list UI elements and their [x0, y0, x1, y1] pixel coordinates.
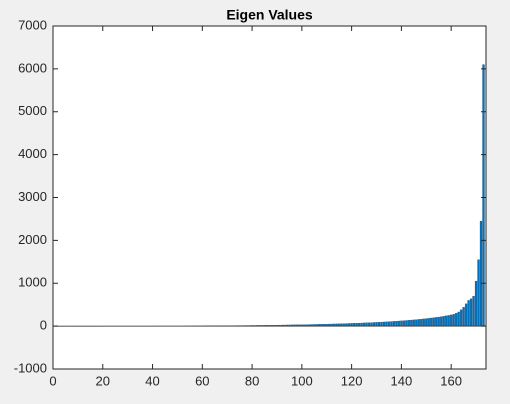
y-tick-label: 7000: [18, 17, 47, 32]
y-tick-label: 2000: [18, 232, 47, 247]
y-tick-label: 0: [40, 318, 47, 333]
bar: [407, 320, 411, 327]
bar: [377, 322, 381, 327]
bar: [467, 300, 470, 327]
y-tick-label: 4000: [18, 146, 47, 161]
plot-area: [53, 26, 486, 369]
bar: [445, 315, 448, 327]
chart-title: Eigen Values: [226, 7, 313, 23]
bar: [380, 321, 383, 327]
bar: [352, 323, 356, 327]
bar: [472, 295, 475, 327]
bar: [365, 322, 368, 327]
bar: [454, 313, 458, 327]
bar: [427, 318, 430, 327]
y-tick-label: -1000: [14, 360, 47, 375]
bar: [479, 220, 483, 327]
axes-box: [52, 25, 487, 370]
bar: [459, 309, 463, 327]
bar: [402, 320, 406, 327]
bar: [442, 316, 445, 327]
x-tick-label: 60: [195, 373, 209, 388]
bar: [392, 321, 396, 327]
bar: [390, 321, 393, 327]
bar: [437, 316, 440, 327]
bar: [357, 322, 361, 327]
x-tick-label: 160: [440, 373, 462, 388]
x-tick-label: 40: [145, 373, 159, 388]
bar: [462, 307, 465, 327]
bar: [355, 323, 358, 327]
x-tick-label: 100: [291, 373, 313, 388]
y-tick-label: 3000: [18, 189, 47, 204]
bar: [412, 319, 415, 327]
bar: [415, 319, 418, 327]
bar: [370, 322, 373, 327]
bar: [447, 315, 450, 327]
bar: [350, 323, 353, 327]
bar: [420, 318, 423, 327]
bar: [450, 314, 453, 327]
bar: [382, 321, 386, 327]
y-tick-label: 1000: [18, 275, 47, 290]
bar: [477, 259, 480, 327]
bar: [375, 322, 378, 327]
x-tick-label: 140: [391, 373, 413, 388]
bar: [367, 322, 371, 327]
bar: [360, 322, 363, 327]
y-tick-label: 5000: [18, 103, 47, 118]
bar: [435, 317, 438, 327]
bar: [362, 322, 366, 327]
bar: [422, 318, 425, 327]
bar: [405, 320, 408, 327]
bar: [397, 320, 401, 327]
bar: [469, 298, 473, 327]
bar: [440, 316, 443, 327]
bar: [395, 321, 398, 327]
x-tick-label: 80: [245, 373, 259, 388]
x-tick-label: 0: [49, 373, 56, 388]
bar: [425, 318, 428, 327]
bar: [372, 322, 376, 327]
x-tick-label: 20: [96, 373, 110, 388]
y-tick-label: 6000: [18, 60, 47, 75]
bar: [482, 64, 485, 327]
bar: [464, 303, 468, 327]
bar: [387, 321, 391, 327]
bar: [432, 317, 435, 327]
bar: [457, 311, 460, 327]
bar: [452, 314, 455, 327]
bar: [417, 319, 420, 327]
bar: [474, 280, 478, 327]
bar: [385, 321, 388, 327]
bar: [430, 317, 433, 327]
bar: [410, 319, 413, 327]
x-tick-label: 120: [341, 373, 363, 388]
bar: [400, 320, 403, 327]
